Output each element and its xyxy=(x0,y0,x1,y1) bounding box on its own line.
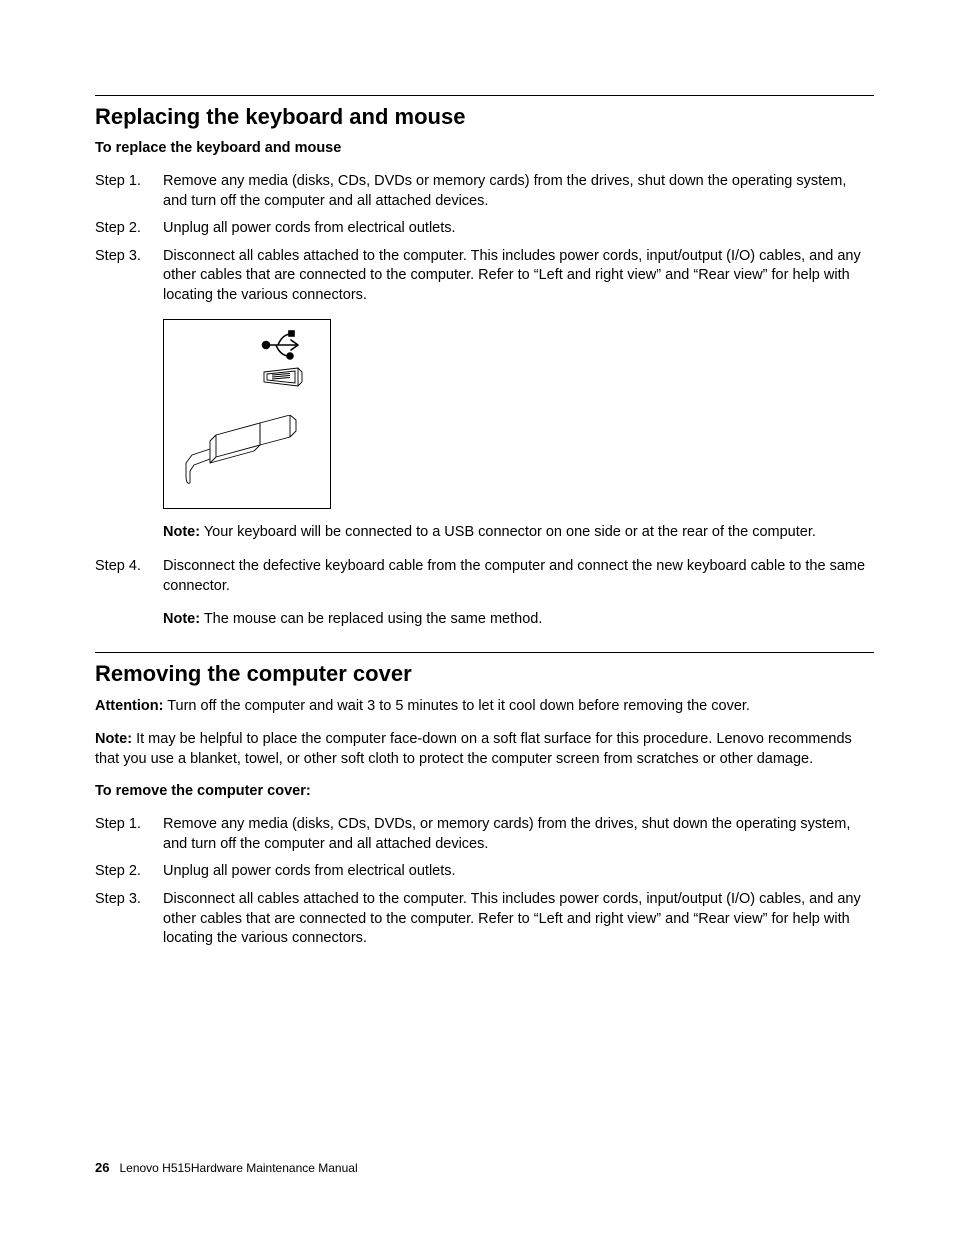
footer-doc-title: Lenovo H515Hardware Maintenance Manual xyxy=(119,1161,357,1175)
step-label: Step 3. xyxy=(95,890,163,910)
attention-text: Turn off the computer and wait 3 to 5 mi… xyxy=(163,698,750,714)
usb-trident-icon xyxy=(258,328,310,362)
note-text: The mouse can be replaced using the same… xyxy=(200,611,542,627)
usb-plug-icon xyxy=(182,415,302,490)
note-label: Note: xyxy=(163,611,200,627)
note-mouse-method: Note: The mouse can be replaced using th… xyxy=(163,610,874,630)
note-keyboard-usb: Note: Your keyboard will be connected to… xyxy=(163,523,874,543)
step-text: Disconnect the defective keyboard cable … xyxy=(163,557,874,596)
step-text: Unplug all power cords from electrical o… xyxy=(163,219,874,239)
step-item: Step 2. Unplug all power cords from elec… xyxy=(95,862,874,882)
note-block: Note: The mouse can be replaced using th… xyxy=(163,610,874,630)
step-label: Step 1. xyxy=(95,815,163,835)
note-text: Your keyboard will be connected to a USB… xyxy=(200,524,816,540)
note-para: Note: It may be helpful to place the com… xyxy=(95,730,874,769)
subheading-remove-cover: To remove the computer cover: xyxy=(95,783,874,799)
step-list-2: Step 1. Remove any media (disks, CDs, DV… xyxy=(95,815,874,948)
subheading-replace-keyboard: To replace the keyboard and mouse xyxy=(95,140,874,156)
step-text: Disconnect all cables attached to the co… xyxy=(163,890,874,949)
section-rule xyxy=(95,652,874,653)
section-rule xyxy=(95,95,874,96)
step-item: Step 4. Disconnect the defective keyboar… xyxy=(95,557,874,596)
step-item: Step 3. Disconnect all cables attached t… xyxy=(95,247,874,306)
step-item: Step 3. Disconnect all cables attached t… xyxy=(95,890,874,949)
step-label: Step 2. xyxy=(95,862,163,882)
step-text: Unplug all power cords from electrical o… xyxy=(163,862,874,882)
note-label: Note: xyxy=(163,524,200,540)
step-list-1: Step 1. Remove any media (disks, CDs, DV… xyxy=(95,172,874,305)
step-item: Step 2. Unplug all power cords from elec… xyxy=(95,219,874,239)
step-label: Step 4. xyxy=(95,557,163,577)
step-text: Remove any media (disks, CDs, DVDs or me… xyxy=(163,172,874,211)
page-footer: 26 Lenovo H515Hardware Maintenance Manual xyxy=(95,1160,358,1175)
section-title-replacing-keyboard: Replacing the keyboard and mouse xyxy=(95,104,874,130)
note-text: It may be helpful to place the computer … xyxy=(95,731,852,767)
page-number: 26 xyxy=(95,1160,109,1175)
step-label: Step 3. xyxy=(95,247,163,267)
step-item: Step 1. Remove any media (disks, CDs, DV… xyxy=(95,815,874,854)
step-text: Remove any media (disks, CDs, DVDs, or m… xyxy=(163,815,874,854)
attention-label: Attention: xyxy=(95,698,163,714)
step-text: Disconnect all cables attached to the co… xyxy=(163,247,874,306)
attention-para: Attention: Turn off the computer and wai… xyxy=(95,697,874,717)
step-label: Step 1. xyxy=(95,172,163,192)
note-label: Note: xyxy=(95,731,132,747)
usb-figure xyxy=(163,319,331,509)
section-removing-cover: Removing the computer cover Attention: T… xyxy=(95,652,874,949)
section-title-removing-cover: Removing the computer cover xyxy=(95,661,874,687)
document-page: Replacing the keyboard and mouse To repl… xyxy=(0,0,954,1235)
usb-port-icon xyxy=(262,366,304,388)
step-item: Step 1. Remove any media (disks, CDs, DV… xyxy=(95,172,874,211)
step-label: Step 2. xyxy=(95,219,163,239)
figure-block: Note: Your keyboard will be connected to… xyxy=(163,319,874,543)
